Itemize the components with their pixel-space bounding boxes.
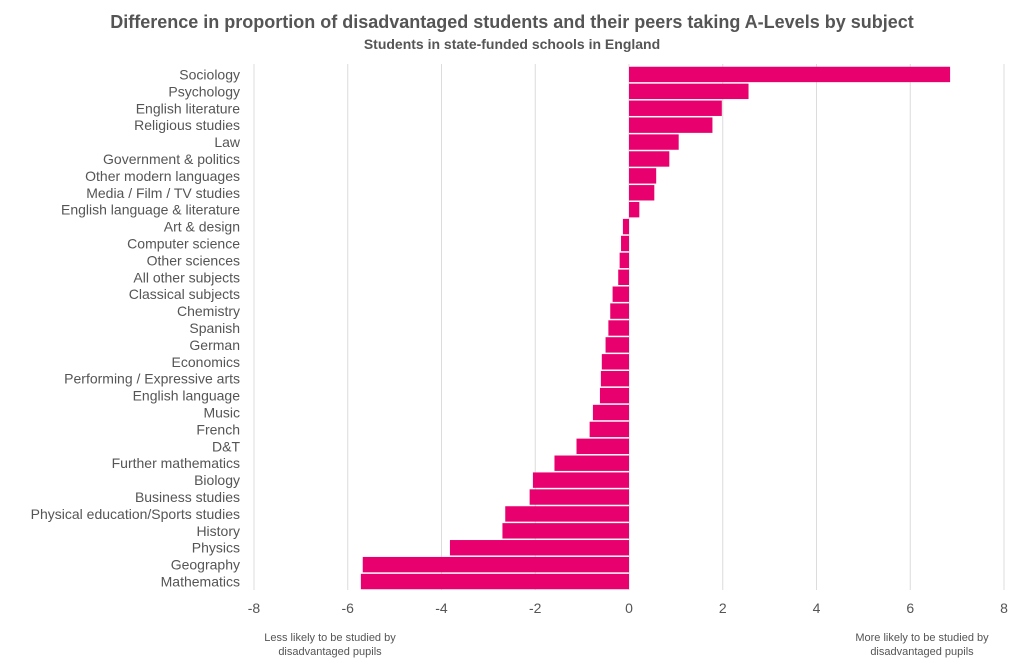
category-label: Law xyxy=(214,134,241,150)
category-label: English literature xyxy=(136,100,240,116)
bar xyxy=(449,540,629,556)
bar xyxy=(629,185,655,201)
category-label: Music xyxy=(203,405,240,421)
bar xyxy=(600,371,629,387)
bar xyxy=(529,489,629,505)
bar xyxy=(362,556,629,573)
category-label: All other subjects xyxy=(133,269,240,285)
category-label: Other modern languages xyxy=(85,168,240,184)
chart-title: Difference in proportion of disadvantage… xyxy=(110,12,914,32)
bar xyxy=(629,66,951,83)
bar xyxy=(629,117,713,133)
bar xyxy=(612,286,629,302)
x-tick-label: 4 xyxy=(813,600,821,616)
category-label: History xyxy=(196,523,240,539)
category-label: Physics xyxy=(192,540,240,556)
category-label: Art & design xyxy=(164,219,240,235)
bar xyxy=(589,421,629,438)
category-label: Classical subjects xyxy=(129,286,240,302)
bar xyxy=(629,134,679,150)
x-axis-ticks: -8 -6 -4 -2 0 2 4 6 8 xyxy=(248,600,1008,616)
x-tick-label: 0 xyxy=(625,600,633,616)
bar xyxy=(619,252,629,269)
category-label: Media / Film / TV studies xyxy=(86,185,240,201)
bar xyxy=(622,218,629,235)
category-label: Performing / Expressive arts xyxy=(64,371,240,387)
category-label: Chemistry xyxy=(177,303,240,319)
category-label: Mathematics xyxy=(161,574,240,590)
category-label: English language & literature xyxy=(61,202,240,218)
category-label: Other sciences xyxy=(147,252,240,268)
category-label: Physical education/Sports studies xyxy=(31,506,240,522)
bar xyxy=(605,337,629,353)
bar xyxy=(576,438,629,455)
bar xyxy=(618,269,629,285)
x-tick-label: 8 xyxy=(1000,600,1008,616)
bar xyxy=(610,303,629,319)
category-label: Business studies xyxy=(135,489,240,505)
category-label: Economics xyxy=(172,354,240,370)
bar xyxy=(502,523,629,539)
bar xyxy=(601,354,629,370)
x-tick-label: -4 xyxy=(435,600,448,616)
bar xyxy=(621,235,629,252)
category-label: German xyxy=(189,337,240,353)
category-label: Sociology xyxy=(179,66,240,82)
category-label: D&T xyxy=(212,438,240,454)
category-label: Government & politics xyxy=(103,151,240,167)
bar xyxy=(629,83,749,100)
bar xyxy=(554,455,629,471)
x-tick-label: -6 xyxy=(342,600,355,616)
bar xyxy=(629,151,670,167)
category-label: Religious studies xyxy=(134,117,240,133)
x-tick-label: -2 xyxy=(529,600,542,616)
bar xyxy=(629,100,722,116)
gridlines xyxy=(253,64,1005,590)
chart-subtitle: Students in state-funded schools in Engl… xyxy=(363,36,661,52)
bar xyxy=(629,201,640,218)
x-tick-label: -8 xyxy=(248,600,261,616)
bar xyxy=(592,404,629,421)
x-tick-label: 6 xyxy=(906,600,914,616)
annotation-right: More likely to be studied by disadvantag… xyxy=(855,632,989,658)
annotation-left: Less likely to be studied by disadvantag… xyxy=(264,632,396,658)
bar xyxy=(532,472,629,488)
bar xyxy=(629,168,657,184)
bar xyxy=(599,387,629,404)
category-label: Psychology xyxy=(168,83,240,99)
bars xyxy=(360,66,951,590)
category-label: Spanish xyxy=(189,320,240,336)
category-label: Further mathematics xyxy=(112,455,240,471)
category-label: English language xyxy=(133,388,241,404)
x-tick-label: 2 xyxy=(719,600,727,616)
category-label: Computer science xyxy=(127,235,240,251)
category-label: French xyxy=(196,421,240,437)
category-label: Geography xyxy=(171,557,240,573)
bar xyxy=(505,506,629,522)
bar xyxy=(360,573,629,590)
category-label: Biology xyxy=(194,472,240,488)
bar xyxy=(608,320,629,336)
